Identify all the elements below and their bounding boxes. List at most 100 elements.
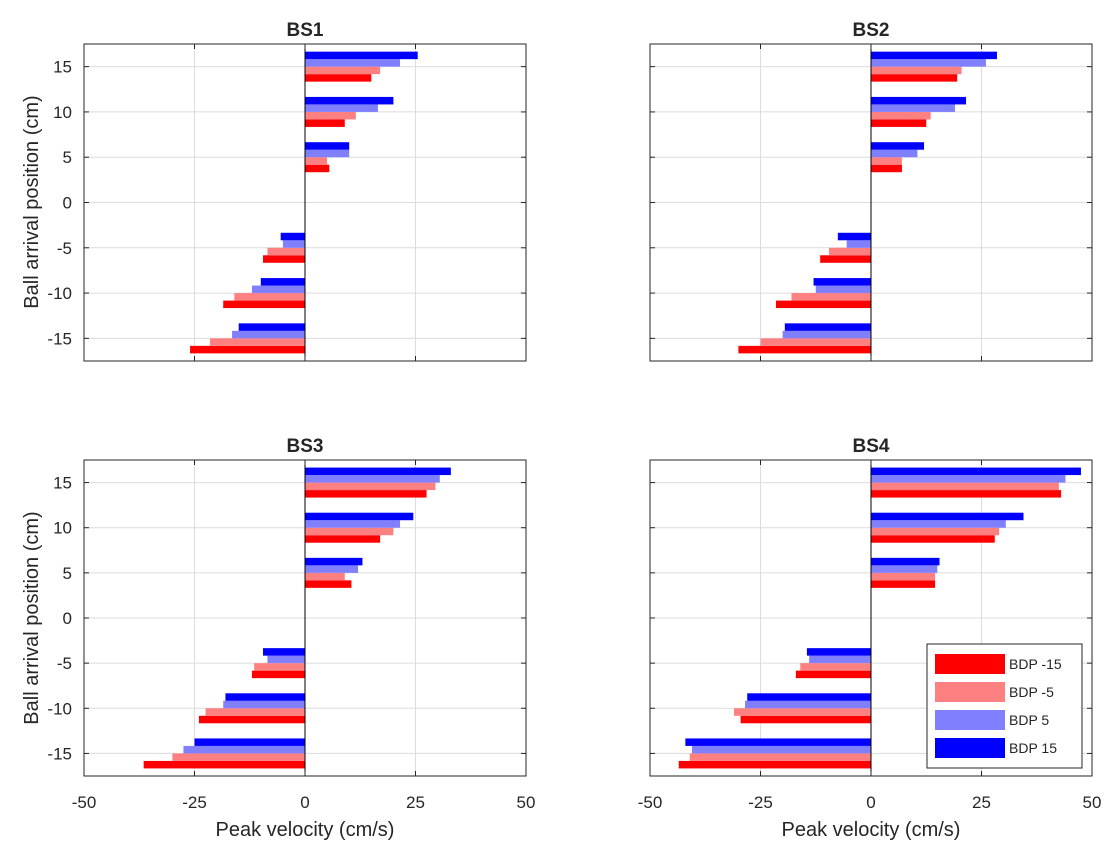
bar-bdp-15--5 bbox=[820, 255, 871, 263]
bar-bdp-15-15 bbox=[305, 490, 427, 498]
bar-bdp-15--10 bbox=[223, 300, 305, 309]
bar-bdp-15--10 bbox=[740, 715, 871, 724]
bar-bdp15--15 bbox=[784, 323, 871, 331]
x-tick-label: -50 bbox=[72, 793, 97, 812]
bar-bdp-5-15 bbox=[871, 482, 1059, 491]
bar-bdp15-10 bbox=[871, 96, 967, 105]
bar-bdp-5-15 bbox=[305, 66, 381, 75]
bar-bdp-15--15 bbox=[738, 345, 871, 354]
bar-bdp15-5 bbox=[305, 142, 350, 150]
bar-bdp15-10 bbox=[305, 512, 414, 521]
bar-bdp5-10 bbox=[871, 104, 955, 112]
bar-bdp-5-5 bbox=[305, 157, 328, 165]
bar-bdp-5-15 bbox=[305, 482, 436, 491]
y-axis-label-top: Ball arrival position (cm) bbox=[21, 95, 43, 308]
bar-bdp5--10 bbox=[223, 700, 305, 709]
bar-bdp5-15 bbox=[871, 59, 986, 67]
bar-bdp-15-10 bbox=[305, 535, 381, 543]
x-tick-label: 0 bbox=[300, 793, 309, 812]
bar-bdp-5--10 bbox=[234, 293, 305, 301]
bar-bdp-15-5 bbox=[871, 164, 902, 173]
legend-label: BDP 5 bbox=[1009, 712, 1049, 728]
y-axis-label-bottom: Ball arrival position (cm) bbox=[21, 511, 43, 724]
panel-BS1: -15 -10 -5 0 5 10 15 BS1 bbox=[47, 20, 527, 362]
bar-bdp5-10 bbox=[305, 104, 378, 112]
bar-bdp-5-10 bbox=[871, 111, 931, 120]
bar-bdp-15-10 bbox=[871, 535, 995, 543]
bar-bdp-15--15 bbox=[678, 760, 871, 769]
bar-bdp-5-10 bbox=[871, 527, 1000, 536]
bar-bdp-15-5 bbox=[305, 164, 330, 173]
bar-bdp-5--15 bbox=[760, 338, 871, 346]
x-axis-label-left: Peak velocity (cm/s) bbox=[216, 819, 395, 841]
bar-bdp5--10 bbox=[251, 285, 305, 294]
bar-bdp5--5 bbox=[846, 240, 871, 248]
x-axis-label-right: Peak velocity (cm/s) bbox=[782, 819, 961, 841]
bar-bdp15--15 bbox=[238, 323, 305, 331]
bar-bdp-15-15 bbox=[871, 490, 1062, 498]
bar-bdp5--10 bbox=[815, 285, 871, 294]
bar-bdp15-15 bbox=[871, 51, 997, 60]
y-tick-label: 15 bbox=[53, 58, 72, 77]
y-tick-label: 10 bbox=[53, 103, 72, 122]
y-tick-label: 5 bbox=[63, 564, 72, 583]
bar-bdp5-15 bbox=[305, 475, 440, 483]
bar-bdp15-15 bbox=[305, 51, 418, 60]
panel-BS4: -50 -25 0 25 50 BS4 bbox=[638, 436, 1102, 812]
legend-swatch bbox=[935, 654, 1005, 674]
y-tick-label: 0 bbox=[63, 194, 72, 213]
bar-bdp-15-5 bbox=[871, 580, 936, 588]
legend: BDP -15 BDP -5 BDP 5 BDP 15 bbox=[926, 643, 1083, 769]
bar-bdp5-15 bbox=[871, 475, 1066, 483]
y-tick-label: -10 bbox=[47, 284, 72, 303]
bar-bdp-5-5 bbox=[871, 572, 936, 581]
bar-bdp-5-15 bbox=[871, 66, 962, 75]
x-tick-label: -25 bbox=[182, 793, 207, 812]
bar-bdp5--5 bbox=[282, 240, 305, 248]
y-tick-label: 15 bbox=[53, 474, 72, 493]
bar-bdp15--10 bbox=[225, 693, 305, 701]
bar-bdp-15-10 bbox=[305, 119, 345, 127]
bar-bdp-5-10 bbox=[305, 527, 394, 536]
bar-bdp-5--15 bbox=[209, 338, 305, 346]
bar-bdp-15--5 bbox=[251, 670, 305, 679]
bar-bdp15--5 bbox=[837, 232, 871, 241]
bar-bdp-15-5 bbox=[305, 580, 352, 588]
bar-bdp-5--5 bbox=[829, 247, 871, 256]
legend-swatch bbox=[935, 738, 1005, 758]
bar-bdp15--5 bbox=[806, 648, 871, 656]
bar-bdp5--15 bbox=[232, 330, 305, 339]
x-tick-label: 50 bbox=[1083, 793, 1102, 812]
bar-bdp-5-10 bbox=[305, 111, 356, 120]
x-tick-label: -50 bbox=[638, 793, 663, 812]
legend-swatch bbox=[935, 710, 1005, 730]
x-tick-label: 25 bbox=[972, 793, 991, 812]
bar-bdp15-15 bbox=[305, 467, 451, 476]
bar-bdp15--5 bbox=[280, 232, 305, 241]
bar-bdp5-5 bbox=[871, 565, 938, 573]
bar-bdp-15-10 bbox=[871, 119, 927, 127]
bar-bdp15-5 bbox=[305, 557, 363, 566]
panel-title: BS3 bbox=[287, 436, 324, 457]
legend-label: BDP -15 bbox=[1009, 656, 1062, 672]
bar-bdp15--15 bbox=[194, 738, 305, 746]
y-tick-label: -15 bbox=[47, 744, 72, 763]
y-tick-label: -5 bbox=[57, 239, 72, 258]
legend-label: BDP -5 bbox=[1009, 684, 1054, 700]
bar-bdp5--5 bbox=[809, 655, 871, 664]
y-tick-label: 0 bbox=[63, 609, 72, 628]
bar-bdp5--15 bbox=[183, 745, 305, 754]
bar-bdp-15--10 bbox=[198, 715, 305, 724]
x-tick-label: -25 bbox=[748, 793, 773, 812]
bar-bdp-5--10 bbox=[733, 708, 871, 716]
panel-title: BS4 bbox=[853, 436, 890, 457]
bar-bdp-5--5 bbox=[254, 663, 305, 671]
bar-bdp-15--10 bbox=[775, 300, 871, 309]
panel-BS2: BS2 bbox=[649, 20, 1093, 362]
bar-bdp5-10 bbox=[305, 520, 401, 528]
panel-title: BS1 bbox=[287, 20, 324, 41]
bar-bdp5--10 bbox=[745, 700, 871, 709]
bar-bdp-15--15 bbox=[143, 760, 305, 769]
